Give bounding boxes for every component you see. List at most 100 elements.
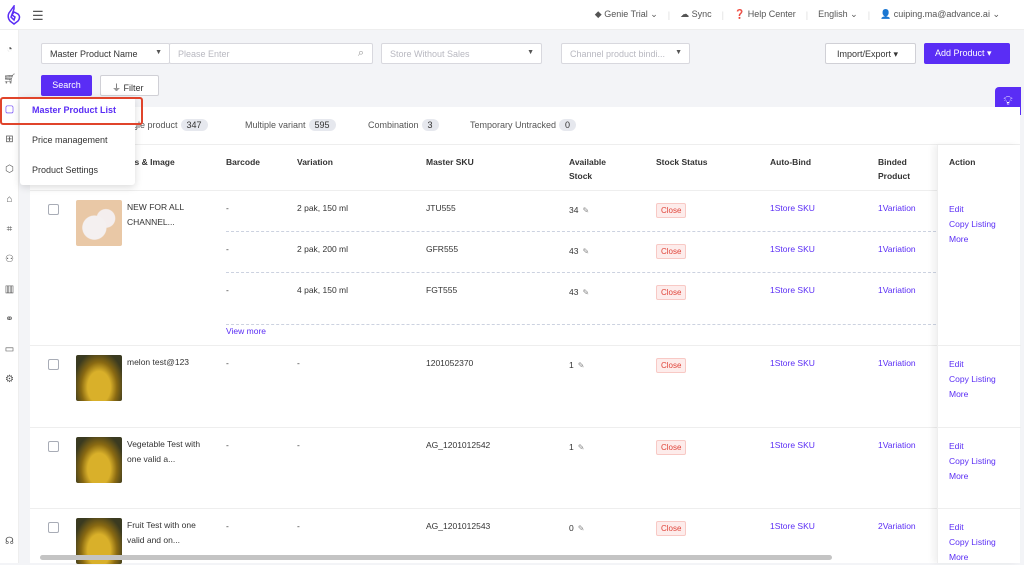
caret-down-icon: ▼ <box>675 49 682 56</box>
search-placeholder: Please Enter <box>178 49 230 59</box>
channel-binding-select[interactable]: Channel product bindi... ▼ <box>561 43 690 64</box>
view-more-link[interactable]: View more <box>226 326 266 336</box>
edit-pencil-icon[interactable]: ✎ <box>577 524 585 533</box>
barcode: - <box>226 244 229 254</box>
sidebar: ◔ 🛒︎ ▢ ⊞ ⬡ ⌂ ⌗ ⚇ ▥ ⚭ ▭ ⚙ ☊ <box>0 30 19 563</box>
tab-bar: ngle product 347 Multiple variant 595 Comb… <box>30 107 1020 145</box>
auto-bind-link[interactable]: 1Store SKU <box>770 521 815 531</box>
product-name[interactable]: melon test@123 <box>127 357 190 367</box>
more-link[interactable]: More <box>949 234 969 244</box>
available-stock: 0 ✎ <box>569 523 585 533</box>
edit-pencil-icon[interactable]: ✎ <box>582 247 590 256</box>
edit-link[interactable]: Edit <box>949 441 964 451</box>
more-link[interactable]: More <box>949 552 969 562</box>
tab-temporary-untracked[interactable]: Temporary Untracked 0 <box>470 119 577 131</box>
tab-single-product[interactable]: ngle product 347 <box>128 119 208 131</box>
horizontal-scrollbar[interactable] <box>40 555 832 560</box>
variation: 2 pak, 150 ml <box>297 203 349 213</box>
settings-icon[interactable]: ⚙ <box>5 374 14 385</box>
users-icon[interactable]: ⚇ <box>5 254 14 265</box>
help-label: Help Center <box>747 9 796 19</box>
product-name[interactable]: NEW FOR ALL CHANNEL... <box>127 202 184 227</box>
copy-listing-link[interactable]: Copy Listing <box>949 219 996 229</box>
auto-bind-link[interactable]: 1Store SKU <box>770 440 815 450</box>
menu-item-master-product-list[interactable]: Master Product List <box>32 105 117 115</box>
binded-product-link[interactable]: 2Variation <box>878 521 916 531</box>
auto-bind-link[interactable]: 1Store SKU <box>770 244 815 254</box>
row-checkbox[interactable] <box>48 359 59 370</box>
hierarchy-icon[interactable]: ⊞ <box>5 134 14 145</box>
available-stock: 43 ✎ <box>569 246 590 256</box>
edit-link[interactable]: Edit <box>949 359 964 369</box>
link-icon[interactable]: ⚭ <box>5 314 14 325</box>
import-export-button[interactable]: Import/Export ▾ <box>825 43 916 64</box>
col-action: Action <box>949 157 976 167</box>
edit-pencil-icon[interactable]: ✎ <box>577 361 585 370</box>
barcode: - <box>226 440 229 450</box>
variation: - <box>297 358 300 368</box>
col-auto-bind: Auto-Bind <box>770 157 812 167</box>
cart-icon[interactable]: 🛒︎ <box>3 74 16 85</box>
tab-multiple-variant[interactable]: Multiple variant 595 <box>245 119 336 131</box>
tab-combination[interactable]: Combination 3 <box>368 119 439 131</box>
col-available-stock: Available Stock <box>569 157 607 181</box>
help-center-link[interactable]: ❓ Help Center <box>734 9 796 19</box>
product-bag-icon[interactable]: ▢ <box>4 104 15 115</box>
row-checkbox[interactable] <box>48 204 59 215</box>
menu-item-product-settings[interactable]: Product Settings <box>32 165 99 175</box>
more-link[interactable]: More <box>949 389 969 399</box>
warehouse-icon[interactable]: ⌂ <box>6 194 13 205</box>
binded-product-link[interactable]: 1Variation <box>878 203 916 213</box>
menu-item-price-management[interactable]: Price management <box>32 135 108 145</box>
copy-listing-link[interactable]: Copy Listing <box>949 456 996 466</box>
filter-button[interactable]: ⏚ Filter <box>100 75 159 96</box>
auto-bind-link[interactable]: 1Store SKU <box>770 203 815 213</box>
menu-toggle-icon[interactable]: ☰ <box>32 8 44 23</box>
more-link[interactable]: More <box>949 471 969 481</box>
binded-product-link[interactable]: 1Variation <box>878 285 916 295</box>
chart-icon[interactable]: ▥ <box>4 284 15 295</box>
variation: 2 pak, 200 ml <box>297 244 349 254</box>
binded-product-link[interactable]: 1Variation <box>878 440 916 450</box>
auto-bind-link[interactable]: 1Store SKU <box>770 358 815 368</box>
product-name[interactable]: Vegetable Test with one valid a... <box>127 439 201 464</box>
field-select[interactable]: Master Product Name ▼ <box>41 43 170 64</box>
stock-status-badge: Close <box>656 358 687 373</box>
variation: 4 pak, 150 ml <box>297 285 349 295</box>
product-image[interactable] <box>76 200 122 246</box>
edit-pencil-icon[interactable]: ✎ <box>582 206 590 215</box>
col-binded-product: Binded Product <box>878 157 911 181</box>
product-image[interactable] <box>76 355 122 401</box>
add-product-button[interactable]: Add Product ▾ <box>924 43 1010 64</box>
user-menu[interactable]: 👤 cuiping.ma@advance.ai ⌄ <box>880 9 1000 19</box>
dashboard-icon[interactable]: ◔ <box>6 44 13 55</box>
logo-icon[interactable] <box>6 5 22 25</box>
tag-icon[interactable]: ⌗ <box>6 224 13 235</box>
package-icon[interactable]: ⬡ <box>5 164 14 175</box>
filter-icon: ⏚ <box>112 83 122 93</box>
col-stock-status: Stock Status <box>656 157 708 167</box>
row-checkbox[interactable] <box>48 522 59 533</box>
stock-status-badge: Close <box>656 203 687 218</box>
binded-product-link[interactable]: 1Variation <box>878 244 916 254</box>
col-master-sku: Master SKU <box>426 157 474 167</box>
edit-pencil-icon[interactable]: ✎ <box>582 288 590 297</box>
binded-product-link[interactable]: 1Variation <box>878 358 916 368</box>
plan-dropdown[interactable]: ◆ Genie Trial ⌄ <box>594 9 658 19</box>
edit-pencil-icon[interactable]: ✎ <box>577 443 585 452</box>
support-icon[interactable]: ☊ <box>5 536 14 547</box>
copy-listing-link[interactable]: Copy Listing <box>949 537 996 547</box>
sync-button[interactable]: ☁ Sync <box>680 9 712 19</box>
product-name[interactable]: Fruit Test with one valid and on... <box>127 520 196 545</box>
auto-bind-link[interactable]: 1Store SKU <box>770 285 815 295</box>
store-select[interactable]: Store Without Sales ▼ <box>381 43 542 64</box>
search-input[interactable]: Please Enter ⌕ <box>169 43 373 64</box>
edit-link[interactable]: Edit <box>949 204 964 214</box>
search-button[interactable]: Search <box>41 75 92 96</box>
row-checkbox[interactable] <box>48 441 59 452</box>
message-icon[interactable]: ▭ <box>4 344 15 355</box>
copy-listing-link[interactable]: Copy Listing <box>949 374 996 384</box>
edit-link[interactable]: Edit <box>949 522 964 532</box>
product-image[interactable] <box>76 437 122 483</box>
language-dropdown[interactable]: English ⌄ <box>818 9 858 19</box>
